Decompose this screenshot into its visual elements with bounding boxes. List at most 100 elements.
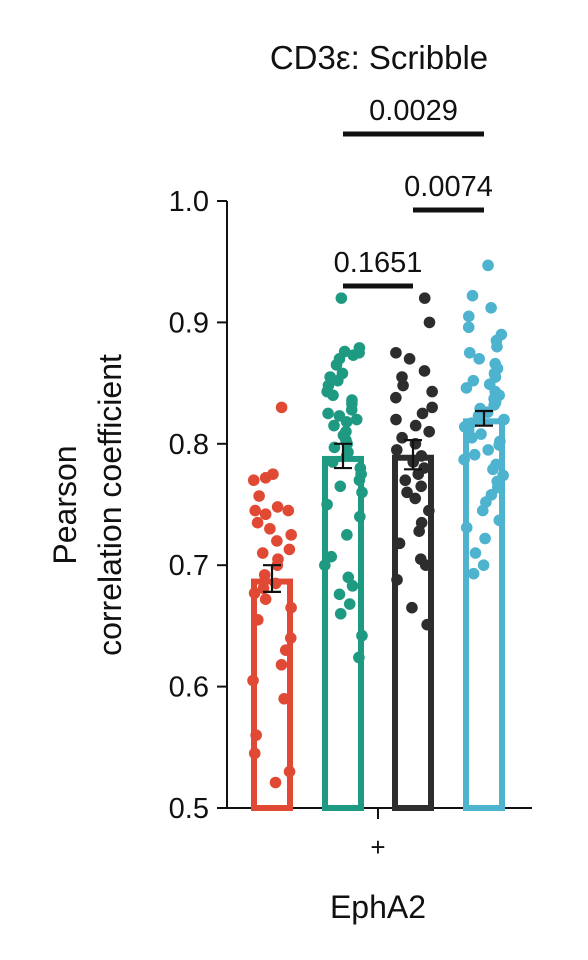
point-0-32 [269, 776, 282, 789]
y-axis: 0.5 0.6 0.7 0.8 0.9 1.0 [169, 186, 228, 825]
point-1-0 [335, 292, 348, 304]
point-3-8 [463, 346, 476, 359]
point-0-7 [282, 504, 295, 517]
point-2-7 [426, 385, 438, 398]
point-2-6 [397, 379, 409, 392]
point-0-4 [253, 490, 265, 502]
point-1-37 [325, 550, 338, 563]
y-tick-label-2: 0.7 [169, 550, 209, 582]
sig-label-0: 0.1651 [334, 247, 423, 279]
point-1-19 [340, 416, 353, 428]
point-3-46 [479, 532, 491, 545]
point-1-20 [328, 419, 340, 432]
point-1-33 [356, 486, 368, 499]
point-1-6 [330, 359, 343, 371]
point-3-1 [466, 289, 479, 302]
point-0-5 [271, 501, 284, 513]
point-3-37 [487, 463, 499, 476]
y-tick-label-5: 1.0 [169, 186, 209, 218]
point-2-31 [391, 573, 403, 586]
point-1-15 [345, 404, 358, 416]
point-1-36 [341, 529, 353, 541]
point-3-24 [472, 410, 485, 422]
point-0-12 [271, 535, 283, 547]
point-1-12 [327, 389, 339, 402]
point-2-2 [390, 346, 402, 359]
point-3-3 [462, 310, 475, 323]
y-axis-title-line-2: correlation coefficient [92, 354, 128, 656]
point-2-8 [390, 391, 402, 404]
y-tick-label-1: 0.6 [169, 672, 209, 704]
point-0-20 [248, 587, 261, 599]
point-1-35 [354, 510, 366, 523]
x-tick-label: + [370, 832, 385, 862]
point-2-27 [413, 525, 425, 538]
point-0-25 [279, 644, 292, 656]
point-3-30 [465, 431, 478, 444]
point-0-27 [247, 674, 259, 687]
point-0-26 [275, 658, 288, 671]
point-2-20 [412, 468, 425, 480]
point-3-32 [493, 439, 506, 451]
point-2-28 [393, 537, 406, 550]
point-2-11 [390, 413, 402, 426]
point-0-0 [275, 401, 288, 414]
point-1-42 [343, 598, 356, 610]
point-2-25 [423, 504, 435, 517]
x-axis-title: EphA2 [330, 889, 426, 925]
y-axis-title: Pearson correlation coefficient [47, 354, 128, 656]
point-3-7 [491, 340, 503, 353]
point-3-34 [468, 448, 481, 461]
point-0-30 [248, 747, 261, 760]
sig-label-1: 0.0074 [404, 171, 493, 203]
point-3-35 [458, 453, 470, 466]
point-3-43 [476, 504, 489, 517]
point-0-8 [259, 508, 272, 521]
point-3-0 [482, 259, 494, 272]
point-2-17 [415, 450, 428, 462]
point-0-13 [283, 543, 296, 556]
y-tick-label-3: 0.8 [169, 429, 209, 461]
point-1-16 [322, 407, 334, 420]
point-1-40 [346, 580, 359, 592]
point-1-45 [353, 651, 365, 664]
bars [251, 418, 505, 812]
point-3-45 [460, 521, 473, 534]
point-0-17 [258, 569, 271, 581]
point-0-28 [278, 692, 290, 705]
point-1-43 [334, 607, 347, 620]
point-1-9 [332, 374, 344, 387]
point-3-29 [475, 428, 487, 440]
sig-label-2: 0.0029 [369, 95, 458, 127]
point-3-49 [467, 567, 480, 580]
point-3-2 [485, 302, 497, 314]
point-0-11 [285, 529, 298, 541]
point-3-9 [473, 353, 485, 365]
point-0-6 [249, 504, 261, 517]
data-points [247, 259, 510, 789]
point-2-14 [396, 431, 408, 444]
point-2-13 [423, 425, 435, 438]
point-2-10 [416, 407, 429, 420]
point-2-33 [421, 618, 433, 631]
point-0-3 [247, 474, 260, 487]
point-1-18 [350, 413, 363, 426]
point-2-16 [390, 444, 403, 456]
point-1-32 [334, 480, 347, 493]
y-tick-label-0: 0.5 [169, 793, 209, 825]
error-bars [263, 409, 493, 594]
point-3-14 [467, 374, 480, 387]
point-0-24 [284, 632, 297, 644]
bar-1 [322, 455, 364, 811]
point-3-44 [493, 514, 506, 527]
point-1-4 [347, 349, 360, 361]
point-0-23 [252, 614, 264, 626]
point-2-22 [415, 480, 427, 493]
y-axis-title-line-1: Pearson [47, 445, 83, 564]
point-0-22 [285, 601, 297, 614]
point-1-31 [353, 474, 366, 487]
point-2-9 [426, 401, 438, 414]
point-1-28 [326, 456, 339, 468]
point-2-30 [419, 559, 432, 571]
